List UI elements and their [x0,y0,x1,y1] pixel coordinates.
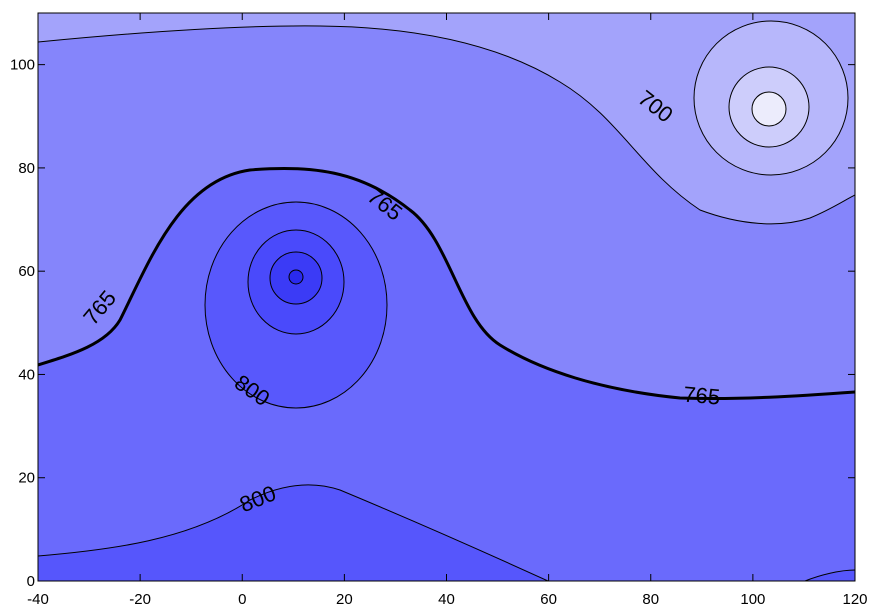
band-below-800 [38,484,548,581]
axis-ticks: -40 -20 0 20 40 60 80 100 120 0 20 40 60 80 100 [10,13,868,608]
low-ring-line-1 [693,20,849,176]
x-tick-label: -40 [27,591,49,608]
x-tick-label: 40 [438,591,455,608]
contour-line-700 [38,25,855,225]
contour-label-text: 765 [682,382,721,410]
x-tick-label: 120 [842,591,867,608]
high-center-line [288,269,304,285]
y-tick-label: 80 [18,160,35,177]
contour-line-800-right [804,569,855,581]
band-above-700 [38,13,855,224]
low-ring-line-2 [728,66,810,148]
y-tick-label: 20 [18,470,35,487]
y-tick-label: 100 [10,57,35,74]
x-tick-label: 60 [540,591,557,608]
high-ring-line-3 [269,251,323,305]
high-center [289,270,303,284]
x-tick-label: 0 [238,591,246,608]
y-tick-label: 60 [18,263,35,280]
contour-label-765: 765 [682,382,721,410]
x-tick-label: 80 [642,591,659,608]
high-ring-line-1 [204,201,388,409]
x-tick-label: -20 [129,591,151,608]
y-tick-label: 0 [27,573,35,590]
contour-line-800-bottom [38,484,549,581]
y-tick-label: 40 [18,366,35,383]
contour-fills [38,13,855,581]
x-tick-label: 20 [336,591,353,608]
high-ring-line-2 [247,229,345,335]
x-tick-label: 100 [740,591,765,608]
contour-lines [38,20,855,581]
contour-line-765 [38,166,855,401]
low-center-line [751,91,787,127]
band-below-800-right [805,570,855,581]
low-center [752,92,786,126]
